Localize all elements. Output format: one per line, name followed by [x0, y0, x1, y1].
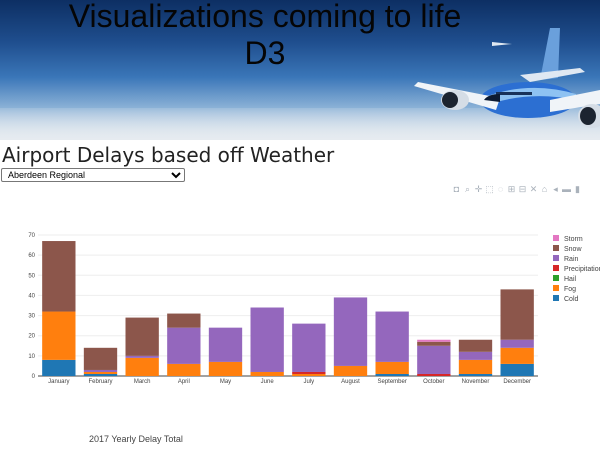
airplane-image	[414, 28, 600, 128]
box-select-icon[interactable]: ⬚	[485, 184, 494, 194]
x-tick-label: January	[48, 379, 69, 385]
zoom-in-icon[interactable]: ⊞	[507, 184, 516, 194]
chart-footer: 2017 Yearly Delay Total	[89, 434, 183, 444]
zoom-icon[interactable]: ⌕	[464, 184, 471, 194]
bar-cold-february	[83, 373, 118, 376]
x-tick-label: August	[341, 379, 360, 385]
bar-fog-june	[250, 371, 284, 376]
bar-rain-june	[250, 307, 284, 372]
y-tick-label: 0	[32, 374, 36, 380]
x-tick-label: June	[261, 379, 275, 385]
bar-snow-february	[83, 347, 118, 370]
bar-rain-august	[333, 297, 368, 366]
hover-compare-icon[interactable]: ▬	[562, 184, 571, 194]
bar-cold-december	[500, 363, 534, 376]
bar-storm-october	[417, 339, 451, 342]
legend-swatch-hail	[553, 275, 559, 281]
legend-swatch-cold	[553, 295, 559, 301]
bar-fog-july	[292, 373, 326, 376]
plotly-logo-icon[interactable]: ▮	[575, 184, 580, 194]
autoscale-icon[interactable]: ✕	[529, 184, 538, 194]
legend-swatch-storm	[553, 235, 559, 241]
legend-label: Cold	[564, 296, 579, 303]
banner-title: Visualizations coming to life D3	[0, 0, 530, 72]
bar-snow-december	[500, 289, 534, 340]
x-tick-label: April	[178, 379, 190, 385]
legend-swatch-rain	[553, 255, 559, 261]
legend-label: Rain	[564, 256, 579, 263]
bar-snow-november	[458, 339, 493, 352]
bar-snow-january	[42, 241, 76, 312]
bar-snow-march	[125, 317, 159, 356]
y-tick-label: 10	[28, 354, 35, 360]
x-tick-label: March	[134, 379, 151, 385]
legend-label: Hail	[564, 276, 577, 283]
chart-modebar: ◘ ⌕ ✛ ⬚ ◌ ⊞ ⊟ ✕ ⌂ ◂ ▬ ▮	[452, 184, 582, 196]
bar-cold-january	[42, 359, 76, 376]
bar-fog-may	[208, 361, 243, 376]
bar-fog-march	[125, 357, 159, 376]
x-tick-label: October	[423, 379, 444, 385]
y-tick-label: 50	[28, 273, 35, 279]
bar-rain-february	[83, 369, 118, 372]
zoom-out-icon[interactable]: ⊟	[518, 184, 527, 194]
airport-select[interactable]: Aberdeen Regional	[1, 168, 185, 182]
y-tick-label: 40	[28, 293, 35, 299]
delay-chart: 0 10 20 30 40 50 60 70 January February March April…	[28, 233, 600, 385]
bar-cold-november	[458, 373, 493, 376]
x-tick-label: September	[377, 379, 406, 385]
legend-label: Fog	[564, 286, 576, 293]
x-tick-label: December	[503, 379, 531, 385]
x-tick-label: November	[462, 379, 490, 385]
y-tick-label: 30	[28, 314, 35, 320]
pan-icon[interactable]: ✛	[474, 184, 483, 194]
legend-swatch-precipitation	[553, 265, 559, 271]
bar-fog-april	[167, 363, 201, 376]
legend-label: Snow	[564, 246, 582, 253]
x-tick-label: July	[303, 379, 314, 385]
hover-closest-icon[interactable]: ◂	[553, 184, 558, 194]
bar-fog-november	[458, 359, 493, 374]
page-heading: Airport Delays based off Weather	[2, 143, 335, 167]
banner-title-line1: Visualizations coming to life	[68, 0, 462, 34]
x-tick-label: May	[220, 379, 231, 385]
y-tick-label: 20	[28, 334, 35, 340]
x-tick-label: February	[88, 379, 112, 385]
bar-rain-march	[125, 355, 159, 358]
bar-snow-april	[167, 313, 201, 328]
bar-fog-december	[500, 347, 534, 364]
bar-rain-may	[208, 327, 243, 362]
bar-rain-july	[292, 323, 326, 372]
bar-cold-september	[375, 373, 409, 376]
bar-snow-october	[417, 341, 451, 346]
legend-label: Precipitation	[564, 266, 600, 273]
bar-fog-august	[333, 365, 368, 376]
legend-swatch-snow	[553, 245, 559, 251]
bar-rain-december	[500, 339, 534, 348]
reset-axes-icon[interactable]: ⌂	[541, 184, 548, 194]
legend-swatch-fog	[553, 285, 559, 291]
bar-rain-april	[167, 327, 201, 364]
header-banner: Visualizations coming to life D3	[0, 0, 600, 140]
bar-fog-september	[375, 361, 409, 374]
bar-fog-january	[42, 311, 76, 360]
bar-rain-september	[375, 311, 409, 362]
camera-icon[interactable]: ◘	[453, 184, 460, 194]
y-tick-label: 60	[28, 253, 35, 259]
bar-precipitation-october	[417, 373, 451, 376]
y-tick-label: 70	[28, 233, 35, 239]
lasso-icon[interactable]: ◌	[497, 184, 504, 194]
banner-title-line2: D3	[244, 35, 286, 71]
legend-label: Storm	[564, 236, 583, 243]
bar-rain-october	[417, 345, 451, 374]
bar-rain-november	[458, 351, 493, 360]
bar-precipitation-july	[292, 371, 326, 374]
bar-fog-february	[83, 371, 118, 374]
